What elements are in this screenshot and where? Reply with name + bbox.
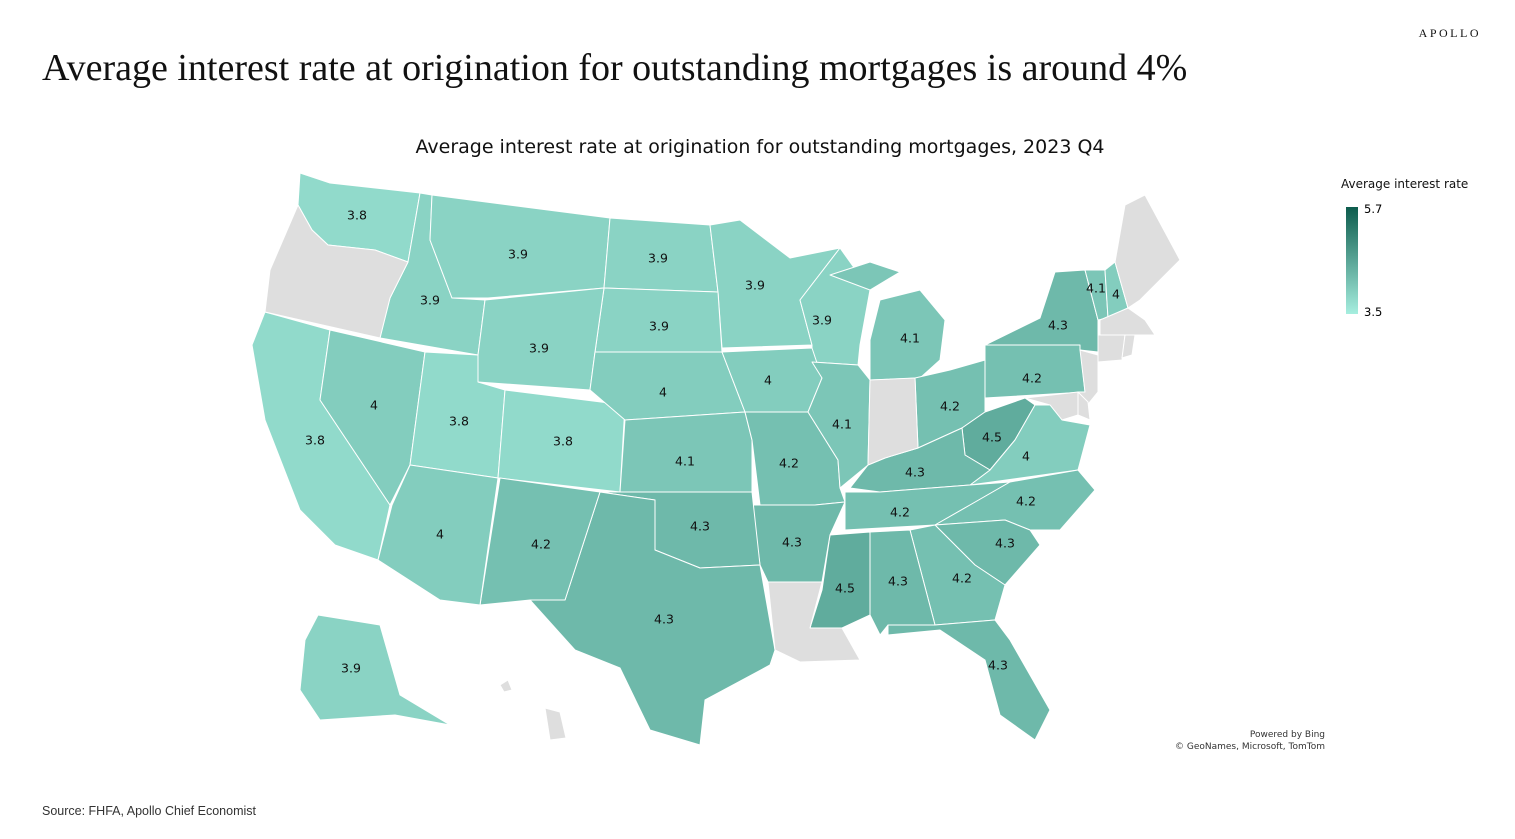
state-label-vt: 4.1 <box>1086 281 1106 296</box>
state-label-ut: 3.8 <box>449 414 469 429</box>
state-label-mt: 3.9 <box>508 247 528 262</box>
state-label-nv: 4 <box>370 398 378 413</box>
state-shapes <box>251 172 1181 746</box>
state-label-ga: 4.2 <box>952 571 972 586</box>
state-label-nh: 4 <box>1112 287 1120 302</box>
state-label-mo: 4.2 <box>779 456 799 471</box>
state-label-ia: 4 <box>764 373 772 388</box>
state-label-wy: 3.9 <box>529 341 549 356</box>
state-ne <box>589 351 746 421</box>
geonames-credit: © GeoNames, Microsoft, TomTom <box>1174 742 1325 752</box>
state-label-az: 4 <box>436 527 444 542</box>
state-ar <box>751 501 846 583</box>
state-la <box>767 581 861 663</box>
state-label-al: 4.3 <box>888 574 908 589</box>
state-ny <box>984 269 1099 353</box>
state-label-ks: 4.1 <box>675 454 695 469</box>
bing-credit: Powered by Bing <box>1249 730 1325 740</box>
state-label-wi: 3.9 <box>812 313 832 328</box>
state-me <box>1114 194 1181 309</box>
legend-max-label: 5.7 <box>1364 202 1383 216</box>
state-label-pa: 4.2 <box>1022 371 1042 386</box>
state-value-labels: 3.8 3.9 3.9 3.9 3.9 3.9 3.9 3.9 3.8 4 3.8 3.8 4 4 4.1 4… <box>305 208 1120 676</box>
state-il <box>807 361 871 489</box>
state-label-wv: 4.5 <box>982 430 1002 445</box>
state-label-nm: 4.2 <box>531 537 551 552</box>
state-label-mn: 3.9 <box>745 278 765 293</box>
state-ri <box>1121 334 1136 359</box>
state-label-wa: 3.8 <box>347 208 367 223</box>
state-label-ak: 3.9 <box>341 661 361 676</box>
state-md <box>1024 391 1079 421</box>
state-label-ny: 4.3 <box>1048 318 1068 333</box>
page-title: Average interest rate at origination for… <box>42 47 1188 89</box>
state-label-id: 3.9 <box>420 293 440 308</box>
state-label-sc: 4.3 <box>995 536 1015 551</box>
state-label-il: 4.1 <box>832 417 852 432</box>
state-label-ms: 4.5 <box>835 581 855 596</box>
state-az <box>377 464 499 606</box>
state-wy <box>477 287 605 391</box>
state-label-ne: 4 <box>659 385 667 400</box>
legend-title: Average interest rate <box>1341 177 1469 191</box>
state-ks <box>619 411 753 493</box>
state-va <box>969 404 1091 486</box>
state-label-ar: 4.3 <box>782 535 802 550</box>
state-label-sd: 3.9 <box>649 319 669 334</box>
state-fl <box>887 619 1051 741</box>
legend-min-label: 3.5 <box>1364 305 1383 319</box>
state-hi <box>499 679 567 741</box>
state-label-ca: 3.8 <box>305 433 325 448</box>
state-label-tx: 4.3 <box>654 612 674 627</box>
state-label-ok: 4.3 <box>690 519 710 534</box>
state-ct <box>1097 334 1126 363</box>
state-or <box>264 204 409 339</box>
source-note: Source: FHFA, Apollo Chief Economist <box>42 804 256 818</box>
legend-color-scale <box>1346 207 1358 314</box>
state-label-mi: 4.1 <box>900 331 920 346</box>
state-ak <box>299 614 451 726</box>
state-label-tn: 4.2 <box>890 505 910 520</box>
state-label-nd: 3.9 <box>648 251 668 266</box>
state-mi <box>829 261 946 381</box>
state-label-oh: 4.2 <box>940 399 960 414</box>
state-label-ky: 4.3 <box>905 465 925 480</box>
map-attribution: Powered by Bing © GeoNames, Microsoft, T… <box>1175 729 1325 753</box>
state-label-co: 3.8 <box>553 434 573 449</box>
state-label-va: 4 <box>1022 449 1030 464</box>
state-label-fl: 4.3 <box>988 658 1008 673</box>
brand-logo: APOLLO <box>1418 26 1481 40</box>
map-title: Average interest rate at origination for… <box>415 136 1105 158</box>
state-label-nc: 4.2 <box>1016 494 1036 509</box>
state-nv <box>319 329 426 506</box>
state-in <box>867 377 919 466</box>
